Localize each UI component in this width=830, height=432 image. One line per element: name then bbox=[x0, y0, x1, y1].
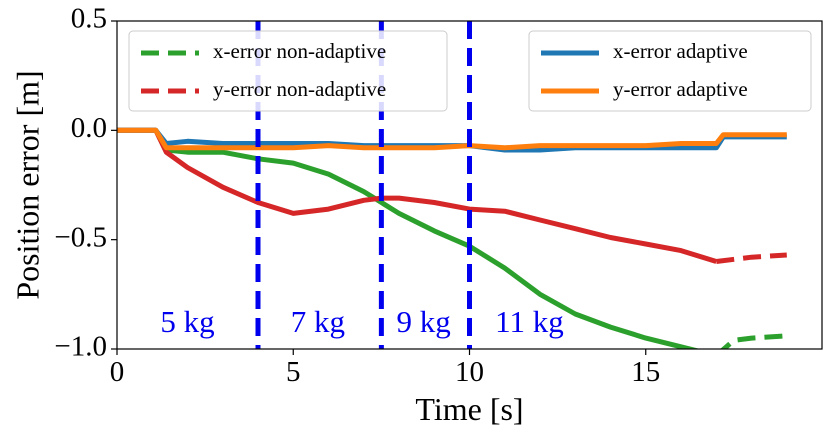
y-axis-label: Position error [m] bbox=[9, 70, 45, 299]
legend-label: y-error non-adaptive bbox=[213, 77, 386, 101]
y-tick-label: −1.0 bbox=[54, 331, 107, 363]
legend-box bbox=[128, 30, 448, 112]
y-tick-label: 0.0 bbox=[71, 112, 107, 144]
mass-label: 7 kg bbox=[291, 304, 345, 339]
mass-annotations: 5 kg 7 kg 9 kg 11 kg bbox=[160, 304, 563, 339]
legend-top-left: x-error non-adaptive y-error non-adaptive bbox=[128, 30, 448, 112]
y-tick-label: 0.5 bbox=[71, 3, 107, 35]
x-axis-label: Time [s] bbox=[415, 391, 523, 427]
legends: x-error non-adaptive y-error non-adaptive… bbox=[128, 30, 812, 112]
series-line-x-error-non-adaptive-dashed bbox=[720, 333, 787, 349]
legend-label: x-error adaptive bbox=[613, 39, 748, 63]
x-tick-label: 0 bbox=[110, 356, 125, 388]
x-tick-label: 15 bbox=[631, 356, 660, 388]
mass-label: 11 kg bbox=[495, 304, 564, 339]
legend-label: x-error non-adaptive bbox=[213, 39, 386, 63]
x-tick-label: 5 bbox=[286, 356, 301, 388]
legend-box bbox=[528, 30, 812, 112]
legend-label: y-error adaptive bbox=[613, 77, 748, 101]
x-tick-label: 10 bbox=[455, 356, 484, 388]
y-tick-label: −0.5 bbox=[54, 221, 107, 253]
axis-ticks: 0 5 10 15 0.5 0.0 −0.5 −1.0 bbox=[54, 3, 660, 388]
mass-label: 5 kg bbox=[160, 304, 214, 339]
series-layer bbox=[117, 127, 787, 349]
legend-top-right: x-error adaptive y-error adaptive bbox=[528, 30, 812, 112]
series-line-x-error-non-adaptive bbox=[117, 127, 701, 349]
mass-label: 9 kg bbox=[397, 304, 451, 339]
series-line-y-error-adaptive bbox=[117, 127, 787, 151]
series-line-y-error-non-adaptive-dashed bbox=[715, 252, 787, 264]
